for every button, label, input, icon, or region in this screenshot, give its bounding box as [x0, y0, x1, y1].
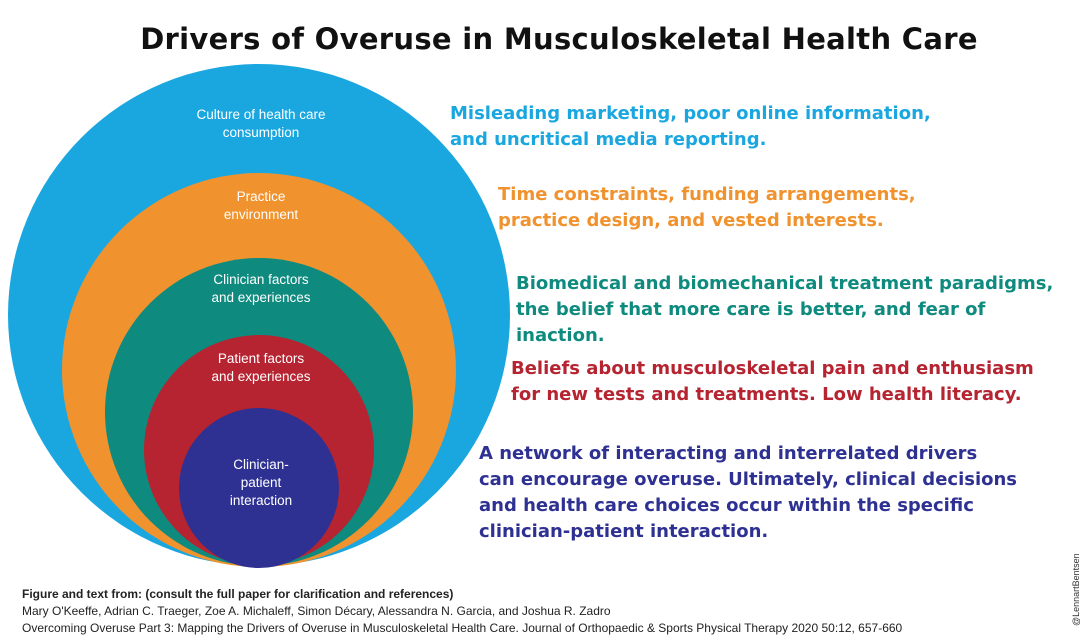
author-credit: @LennartBentsen: [1071, 553, 1080, 626]
ring-clinician-patient-interaction: [179, 408, 339, 568]
ring-label-practice-environment: Practice environment: [223, 189, 299, 222]
description-clinician-factors: Biomedical and biomechanical treatment p…: [516, 273, 1054, 346]
description-patient-factors: Beliefs about musculoskeletal pain and e…: [511, 358, 1034, 405]
diagram-title: Drivers of Overuse in Musculoskeletal He…: [140, 22, 978, 56]
citation-authors: Mary O'Keeffe, Adrian C. Traeger, Zoe A.…: [22, 604, 611, 618]
ring-label-clinician-patient-interaction: Clinician- patient interaction: [229, 457, 293, 508]
ring-label-clinician-factors: Clinician factors and experiences: [211, 272, 311, 305]
citation-heading: Figure and text from: (consult the full …: [22, 587, 454, 601]
description-practice-environment: Time constraints, funding arrangements, …: [498, 184, 916, 231]
ring-label-culture: Culture of health care consumption: [196, 107, 326, 140]
citation-reference: Overcoming Overuse Part 3: Mapping the D…: [22, 621, 903, 635]
citation: Figure and text from: (consult the full …: [22, 586, 902, 637]
description-clinician-patient-interaction: A network of interacting and interrelate…: [479, 443, 1018, 542]
ring-label-patient-factors: Patient factors and experiences: [211, 351, 311, 384]
description-culture: Misleading marketing, poor online inform…: [450, 103, 931, 150]
